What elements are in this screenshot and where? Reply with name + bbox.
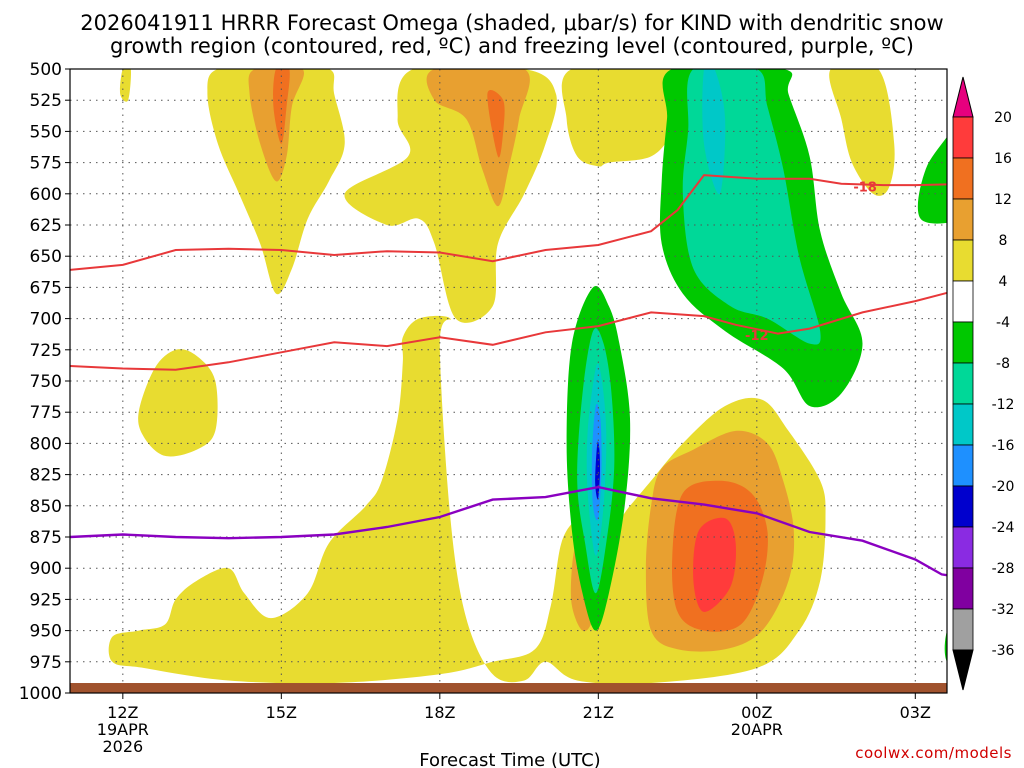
colorbar-label-11: -28 [992,561,1015,577]
ground-fill [70,683,947,693]
x-tick-label-24-0: 00Z [741,703,772,722]
x-tick-label-12-0: 12Z [107,703,138,722]
y-tick-label-850: 850 [30,497,62,517]
colorbar-label-12: -32 [992,602,1015,618]
ground-surface [70,683,947,693]
omega-region-4to8-2 [561,69,688,167]
y-tick-label-900: 900 [30,559,62,579]
y-tick-label-925: 925 [30,590,62,610]
dgz-contour--12 [70,291,947,371]
colorbar-label-4: 4 [999,274,1008,290]
y-tick-label-675: 675 [30,278,62,298]
y-tick-label-625: 625 [30,216,62,236]
y-tick-label-975: 975 [30,653,62,673]
colorbar-swatch-1 [952,157,974,200]
colorbar-label-2: 12 [994,192,1012,208]
omega-region-4to8-3 [119,69,131,102]
x-axis-title: Forecast Time (UTC) [419,750,600,768]
colorbar-swatch-12 [952,608,974,651]
y-tick-label-525: 525 [30,91,62,111]
y-tick-label-650: 650 [30,247,62,267]
colorbar-swatch-0 [952,116,974,159]
y-tick-label-800: 800 [30,434,62,454]
y-tick-label-575: 575 [30,154,62,174]
y-tick-label-875: 875 [30,528,62,548]
y-tick-label-500: 500 [30,60,62,80]
x-tick-label-12-2: 2026 [102,737,143,756]
y-tick-label-700: 700 [30,310,62,330]
colorbar-swatch-6 [952,362,974,405]
contour-lines [70,174,947,577]
colorbar-label-7: -12 [992,397,1015,413]
colorbar-swatch-5 [952,321,974,364]
omega-region-4to8-4 [138,349,218,457]
colorbar-swatch-4 [952,280,974,323]
omega-region-12to16-13 [273,69,290,144]
x-tick-label-27-0: 03Z [900,703,931,722]
y-tick-label-725: 725 [30,341,62,361]
omega-region-4to8-6 [829,69,895,196]
chart-title-line-2: growth region (contoured, red, ºC) and f… [110,34,914,58]
omega-colorbar: 20 16 12 8 4 -4 -8 -12 -16 -20 -24 -28 -32 -36 [952,76,1015,691]
freezing-level-contour [70,485,947,577]
contour-label--12: -12 [745,329,769,344]
colorbar-swatch-10 [952,526,974,569]
omega-region-12to16-14 [487,90,505,158]
x-tick-label-24-1: 20APR [731,720,783,739]
grid-lines [70,69,947,693]
x-tick-label-21-0: 21Z [583,703,614,722]
x-tick-label-18-0: 18Z [424,703,455,722]
colorbar-swatch-7 [952,403,974,446]
colorbar-label-3: 8 [999,233,1008,249]
x-tick-label-12-1: 19APR [97,720,149,739]
colorbar-swatch-8 [952,444,974,487]
colorbar-swatch-11 [952,567,974,610]
colorbar-label-10: -24 [992,520,1015,536]
y-tick-label-750: 750 [30,372,62,392]
colorbar-label-6: -8 [996,356,1010,372]
colorbar-swatch-2 [952,198,974,241]
contour-labels: -18 -12 [745,180,877,344]
y-tick-label-550: 550 [30,122,62,142]
colorbar-label-0: 20 [994,110,1012,126]
x-tick-label-15-0: 15Z [266,703,297,722]
colorbar-label-5: -4 [996,315,1010,331]
y-tick-label-1000: 1000 [19,684,62,704]
omega-region-16to20-15 [693,517,737,612]
omega-shaded-regions [108,69,947,685]
y-tick-label-775: 775 [30,403,62,423]
chart-title-line-1: 2026041911 HRRR Forecast Omega (shaded, … [80,11,943,35]
y-tick-label-825: 825 [30,466,62,486]
colorbar-swatch-3 [952,239,974,282]
pressure-axis: 500 525 550 575 600 625 650 675 700 725 750 775 800 8… [19,60,70,704]
dgz-contour--18 [70,174,947,271]
colorbar-bottom-arrow [952,649,974,691]
contour-label--18: -18 [853,180,877,195]
colorbar-swatch-9 [952,485,974,528]
y-tick-label-950: 950 [30,622,62,642]
omega-region-neg4to8-18 [917,136,947,224]
colorbar-label-13: -36 [992,643,1015,659]
colorbar-label-8: -16 [992,438,1015,454]
y-tick-label-600: 600 [30,185,62,205]
site-credit: coolwx.com/models [855,744,1012,762]
omega-region-4to8-0 [207,69,345,295]
colorbar-label-1: 16 [994,151,1012,167]
colorbar-label-9: -20 [992,479,1015,495]
